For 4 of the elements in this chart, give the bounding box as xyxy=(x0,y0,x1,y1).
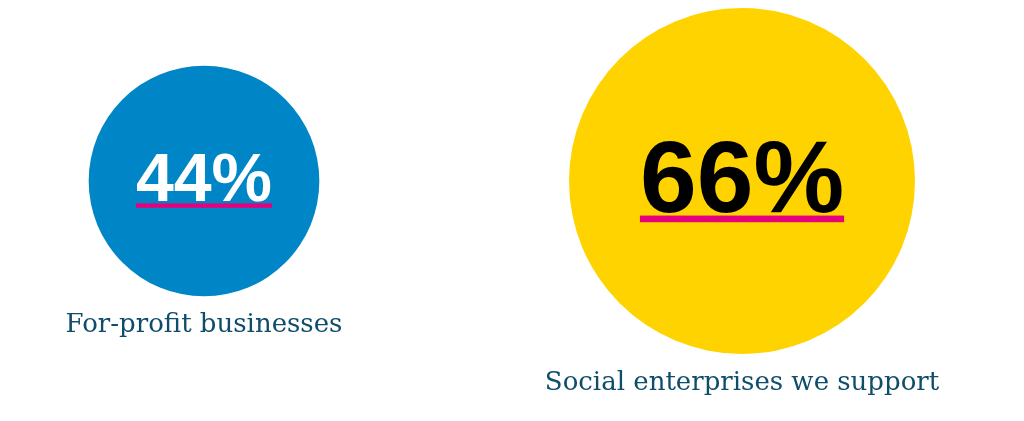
data-label: 66% xyxy=(639,120,845,234)
data-label: 44% xyxy=(135,139,273,215)
category-label: Social enterprises we support xyxy=(544,366,940,396)
category-label: For-profit businesses xyxy=(65,308,343,339)
